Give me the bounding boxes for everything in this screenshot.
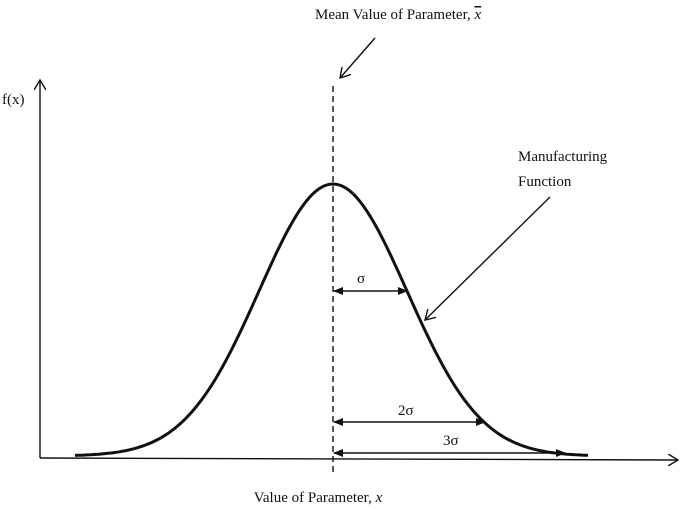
curve-label: Function [518, 174, 572, 190]
spread-label: 3σ [443, 433, 459, 449]
x-axis [39, 458, 678, 460]
mean-pointer [340, 37, 376, 78]
distribution-curve [74, 182, 589, 457]
mean-label-text: Mean Value of Parameter, [315, 7, 471, 23]
x-axis-symbol: x [375, 490, 383, 506]
curve-label: Manufacturing [518, 149, 608, 165]
curve-pointer [425, 196, 551, 320]
spread-label: 2σ [398, 403, 414, 419]
mean-symbol: x [473, 7, 481, 23]
y-axis-label: f(x) [2, 92, 25, 108]
mean-label: Mean Value of Parameter, x [315, 7, 481, 23]
x-axis-label-text: Value of Parameter, [254, 490, 372, 506]
spread-label: σ [357, 271, 365, 287]
x-axis-label: Value of Parameter, x [254, 490, 383, 506]
